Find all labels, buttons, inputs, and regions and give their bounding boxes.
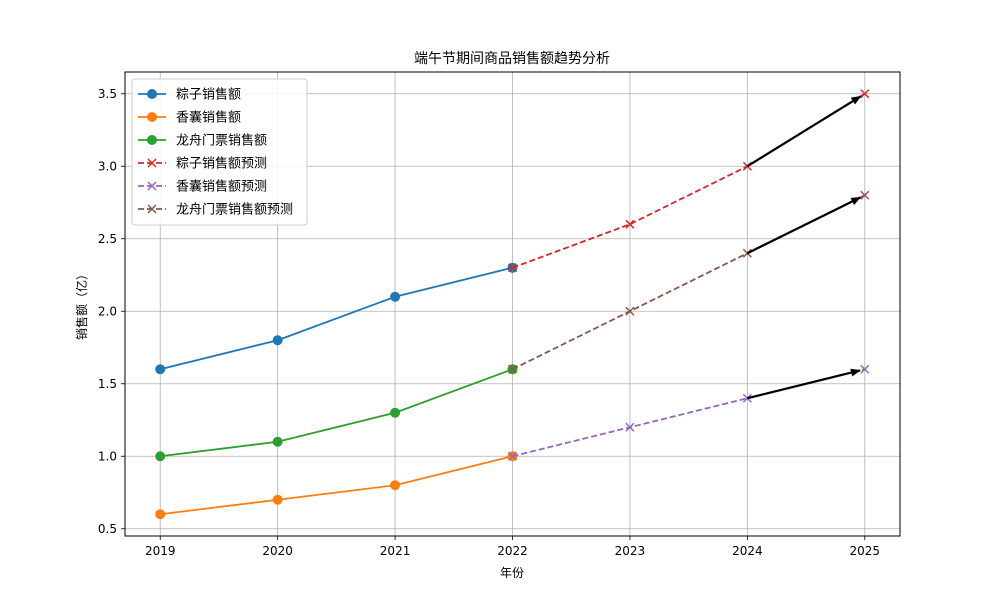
legend-label: 粽子销售额预测 [176, 156, 267, 172]
annotation-arrow [747, 368, 861, 400]
data-point [155, 509, 166, 520]
marker-stroke [625, 306, 635, 316]
legend-marker [147, 135, 157, 145]
legend-label: 龙舟门票销售额预测 [176, 202, 293, 218]
data-point [860, 89, 870, 99]
y-tick-label: 3.5 [98, 87, 117, 101]
legend-item: 香囊销售额 [138, 110, 241, 126]
x-tick-label: 2025 [849, 544, 880, 558]
data-point [390, 291, 401, 302]
legend-label: 香囊销售额预测 [176, 179, 267, 195]
y-tick-label: 2.5 [98, 232, 117, 246]
data-point [507, 451, 518, 461]
annotation-arrow [746, 196, 862, 255]
grid [125, 72, 900, 536]
legend-item: 香囊销售额预测 [138, 179, 267, 195]
data-point [390, 407, 401, 418]
x-tick-label: 2022 [497, 544, 528, 558]
data-point [155, 451, 166, 462]
marker-stroke [507, 263, 518, 273]
legend-marker [147, 112, 157, 122]
data-point [390, 480, 401, 491]
data-point [860, 364, 870, 374]
series-line [160, 368, 513, 458]
marker-stroke [507, 364, 518, 374]
data-point [507, 263, 518, 273]
x-tick-label: 2023 [615, 544, 646, 558]
series-line [160, 266, 513, 371]
series-1 [155, 262, 518, 375]
y-tick-label: 1.0 [98, 449, 117, 463]
y-tick-label: 2.0 [98, 304, 117, 318]
legend-label: 龙舟门票销售额 [176, 133, 267, 149]
legend-marker [147, 181, 157, 191]
series-line [160, 455, 513, 516]
legend-item: 粽子销售额预测 [138, 156, 267, 172]
y-tick-label: 1.5 [98, 377, 117, 391]
legend-marker [147, 204, 157, 214]
annotation-arrow [746, 95, 862, 168]
x-tick-label: 2020 [262, 544, 293, 558]
marker-stroke [860, 89, 870, 99]
marker-stroke [625, 219, 635, 229]
legend-item: 龙舟门票销售额预测 [138, 202, 293, 218]
x-tick-label: 2021 [380, 544, 411, 558]
legend-item: 龙舟门票销售额 [138, 133, 267, 149]
x-axis-label: 年份 [500, 566, 524, 580]
x-axis: 2019 2020 2021 2022 2023 2024 2025 [145, 536, 880, 558]
data-point [155, 364, 166, 375]
annotation-layer [746, 95, 862, 400]
legend-frame [131, 78, 308, 226]
data-point [625, 422, 635, 432]
legend-label: 香囊销售额 [176, 110, 241, 126]
data-point [507, 364, 518, 374]
marker-stroke [625, 422, 635, 432]
data-point [272, 494, 283, 505]
y-tick-label: 0.5 [98, 522, 117, 536]
legend-item: 粽子销售额 [138, 87, 241, 103]
x-tick-label: 2024 [732, 544, 763, 558]
data-point [625, 219, 635, 229]
y-axis: 0.5 1.0 1.5 2.0 2.5 3.0 3.5 [98, 87, 125, 536]
marker-stroke [147, 204, 157, 214]
legend-marker [147, 89, 157, 99]
y-axis-label: 销售额（亿） [74, 268, 89, 340]
marker-stroke [860, 364, 870, 374]
data-point [272, 335, 283, 346]
data-point [625, 306, 635, 316]
chart-title: 端午节期间商品销售额趋势分析 [414, 51, 610, 67]
x-tick-label: 2019 [145, 544, 176, 558]
legend-marker [147, 158, 157, 168]
y-tick-label: 3.0 [98, 159, 117, 173]
marker-stroke [507, 451, 518, 461]
marker-stroke [147, 158, 157, 168]
marker-stroke [147, 181, 157, 191]
data-point [272, 436, 283, 447]
marker-stroke [860, 190, 870, 200]
legend-label: 粽子销售额 [176, 87, 241, 103]
data-point [860, 190, 870, 200]
